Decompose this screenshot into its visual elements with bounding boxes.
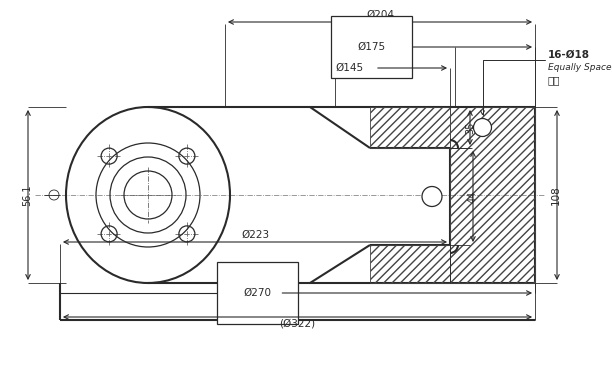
- Text: 均布: 均布: [548, 75, 561, 85]
- Text: (Ø322): (Ø322): [280, 319, 316, 329]
- Text: 56.1: 56.1: [22, 184, 32, 206]
- Text: 35: 35: [465, 121, 475, 134]
- Text: 16-Ø18: 16-Ø18: [548, 50, 590, 60]
- Text: Equally Spaced: Equally Spaced: [548, 64, 612, 73]
- Text: Ø270: Ø270: [244, 288, 272, 298]
- Text: Ø204: Ø204: [366, 10, 394, 20]
- Text: Ø145: Ø145: [335, 63, 363, 73]
- Text: Ø175: Ø175: [357, 42, 386, 52]
- Text: 44: 44: [468, 190, 478, 203]
- Circle shape: [474, 118, 491, 136]
- Circle shape: [422, 186, 442, 206]
- Text: 108: 108: [551, 185, 561, 205]
- Text: Ø223: Ø223: [241, 230, 269, 240]
